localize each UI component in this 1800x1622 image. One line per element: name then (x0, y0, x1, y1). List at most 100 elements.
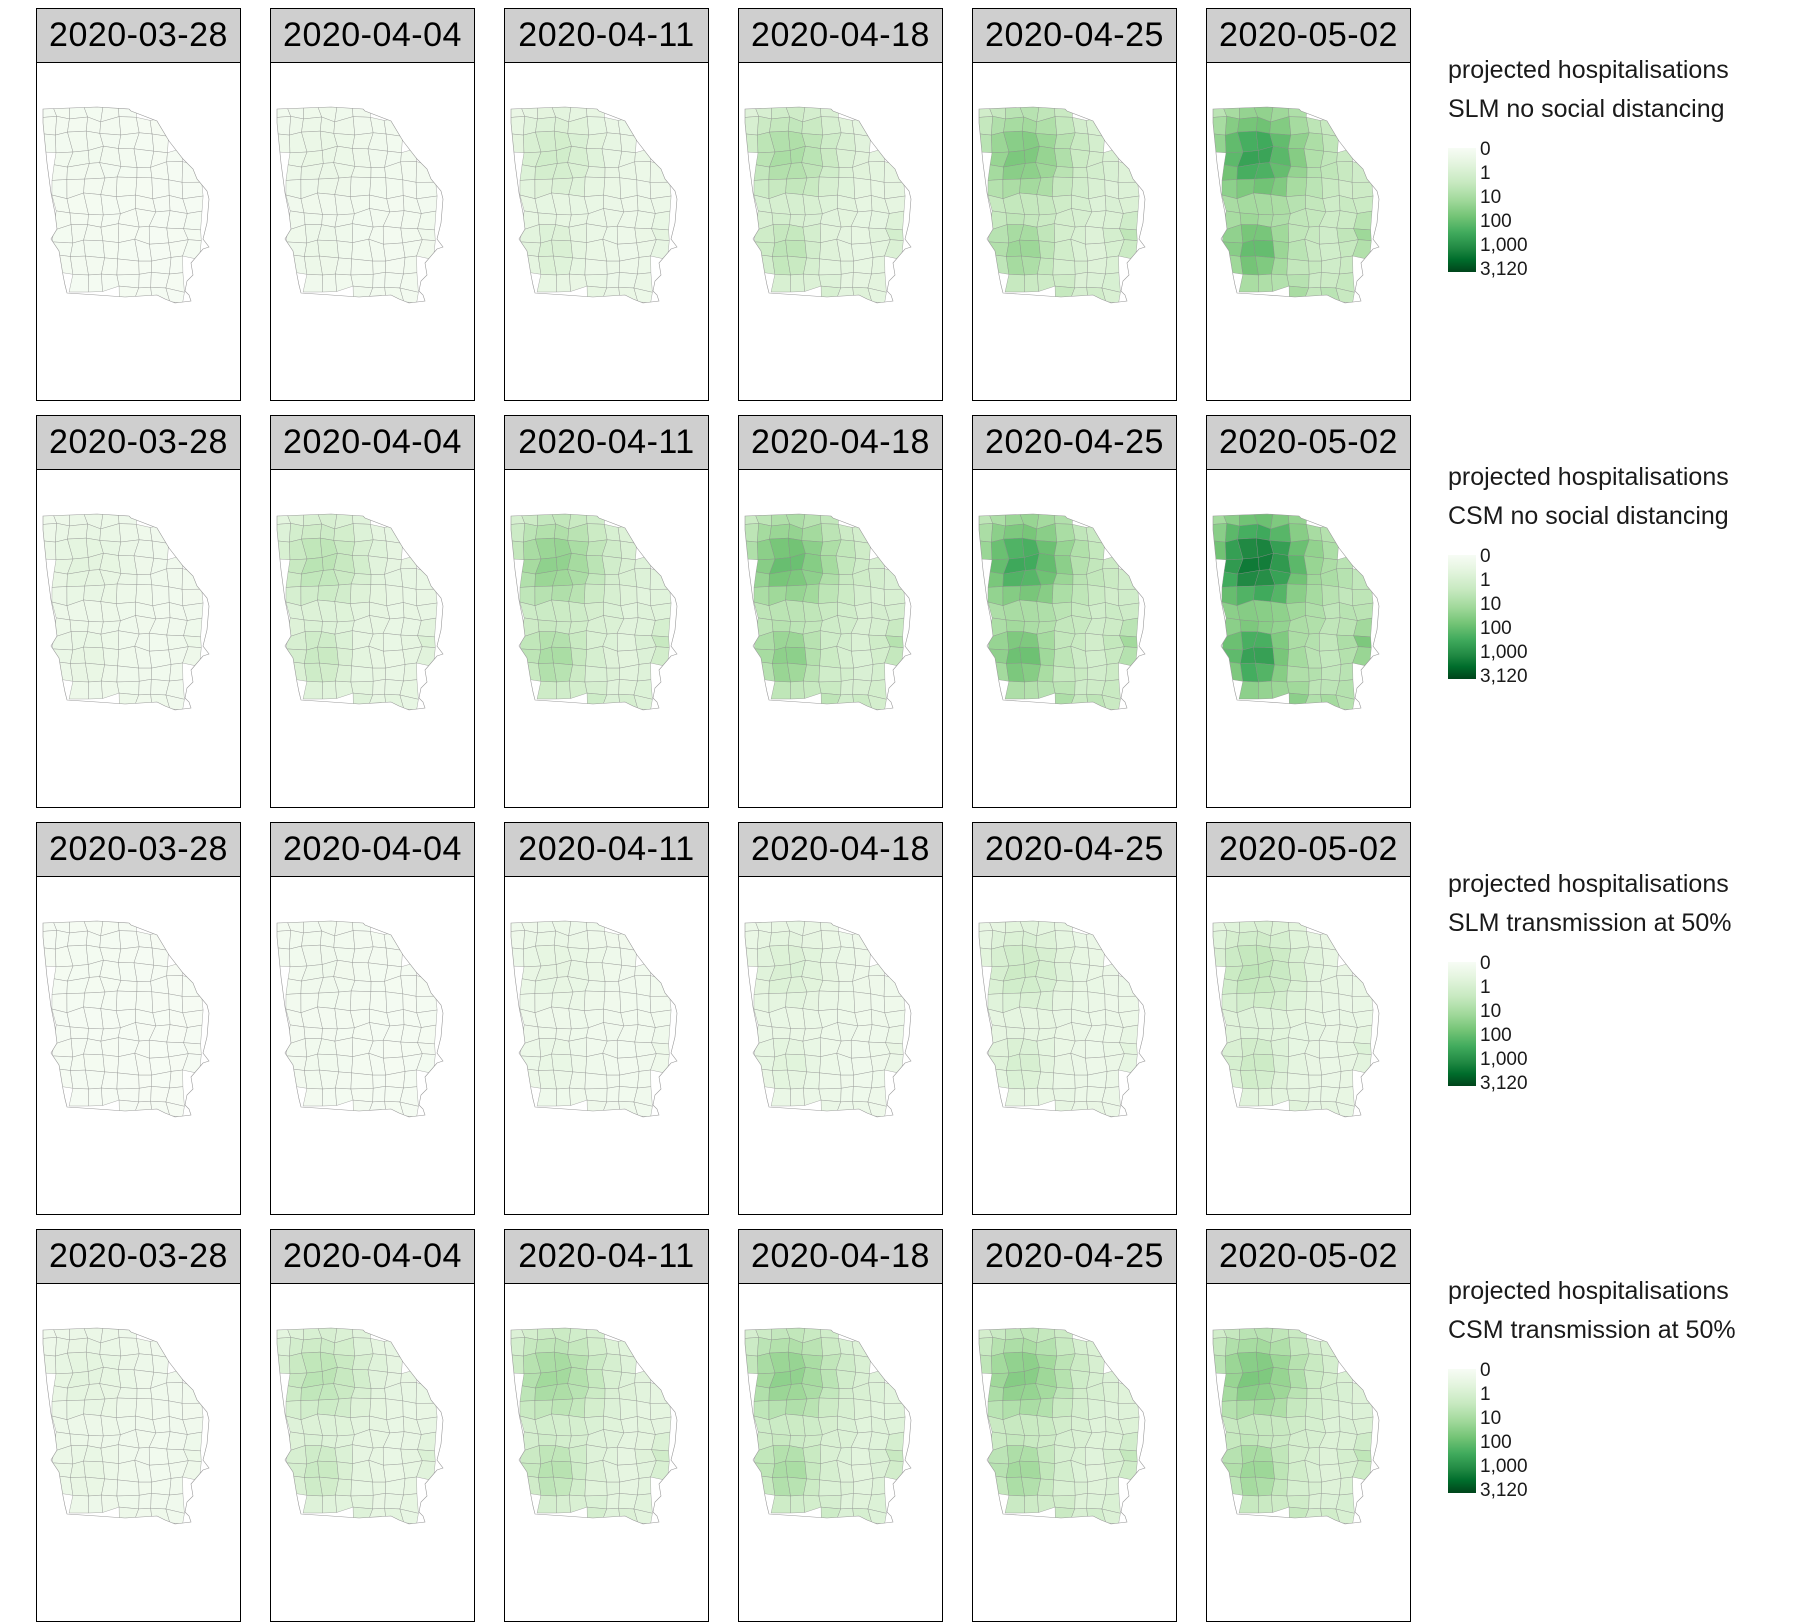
county-region (169, 1476, 184, 1496)
county-region (818, 681, 842, 696)
map-frame (972, 469, 1177, 808)
county-region (151, 133, 169, 153)
county-region (634, 161, 651, 183)
county-region (584, 665, 608, 683)
county-region (1286, 1397, 1308, 1418)
county-region (769, 1337, 790, 1354)
county-region (372, 1481, 386, 1496)
county-region (1085, 1040, 1105, 1059)
county-region (151, 991, 170, 1014)
county-region (43, 107, 57, 119)
county-region (754, 1462, 776, 1478)
county-region (1270, 630, 1289, 650)
county-region (303, 107, 322, 120)
county-region (100, 630, 119, 650)
georgia-choropleth-map (978, 1327, 1146, 1525)
county-region (511, 523, 525, 543)
county-region (317, 1460, 339, 1480)
map-panel: 2020-04-18 (738, 1229, 943, 1622)
legend-title: projected hospitalisations (1448, 463, 1729, 491)
county-region (385, 133, 403, 153)
county-region (43, 133, 57, 153)
county-region (649, 568, 671, 590)
county-region (1321, 947, 1339, 967)
county-region (277, 1328, 291, 1340)
county-region (169, 662, 184, 682)
county-region (1005, 107, 1024, 120)
county-region (604, 167, 620, 178)
county-region (400, 161, 417, 183)
county-region (979, 1337, 993, 1357)
legend-tick-label: 10 (1480, 1001, 1502, 1022)
county-region (606, 272, 620, 289)
county-region (851, 1040, 871, 1059)
georgia-choropleth-map (744, 513, 912, 711)
legend-tick-label: 0 (1480, 953, 1491, 974)
legend-subtitle: SLM transmission at 50% (1448, 909, 1732, 937)
county-region (754, 648, 776, 664)
county-region (535, 116, 556, 133)
county-region (350, 274, 374, 289)
county-region (1101, 1508, 1121, 1524)
county-region (52, 1038, 73, 1058)
county-region (277, 921, 291, 933)
county-region (1085, 633, 1105, 652)
georgia-choropleth-map (42, 106, 210, 304)
county-region (570, 1461, 587, 1481)
county-region (818, 1072, 842, 1090)
county-region (584, 258, 608, 276)
county-region (569, 273, 588, 292)
county-region (1004, 1495, 1025, 1514)
county-region (1037, 1494, 1056, 1513)
county-region (1222, 1445, 1243, 1465)
county-region (584, 980, 606, 992)
county-region (1087, 1398, 1106, 1421)
county-region (586, 523, 608, 543)
county-region (853, 991, 872, 1014)
county-region (51, 978, 68, 995)
state-outline (276, 106, 444, 304)
county-region (619, 584, 638, 607)
county-region (350, 1072, 374, 1090)
county-region (584, 1088, 608, 1103)
county-region (1074, 1481, 1088, 1496)
county-region (1072, 574, 1088, 585)
county-region (1237, 116, 1258, 133)
county-region (1239, 107, 1258, 120)
legend-color-bar (1448, 962, 1476, 1086)
county-region (606, 667, 620, 682)
county-region (520, 648, 542, 664)
county-region (867, 287, 887, 303)
county-region (1222, 241, 1244, 257)
county-region (149, 633, 169, 652)
county-region (1286, 990, 1308, 1011)
state-outline (1212, 920, 1380, 1118)
county-region (400, 1382, 417, 1404)
county-region (520, 241, 542, 257)
county-region (400, 975, 417, 997)
county-region (820, 930, 842, 950)
county-region (754, 631, 775, 651)
county-region (116, 980, 138, 992)
county-region (771, 212, 791, 225)
county-region (753, 571, 770, 588)
map-frame (270, 876, 475, 1215)
county-region (568, 223, 587, 243)
county-region (802, 223, 821, 243)
georgia-choropleth-map (510, 106, 678, 304)
county-region (988, 1445, 1009, 1465)
georgia-choropleth-map (276, 106, 444, 304)
county-region (1054, 930, 1076, 950)
county-region (350, 681, 374, 696)
map-frame (972, 876, 1177, 1215)
georgia-choropleth-map (42, 920, 210, 1118)
county-region (868, 568, 885, 590)
county-region (584, 990, 606, 1011)
county-region (853, 584, 872, 607)
georgia-choropleth-map (1212, 513, 1380, 711)
county-region (370, 1388, 386, 1399)
legend-tick-label: 10 (1480, 187, 1502, 208)
county-region (399, 1508, 419, 1524)
county-region (51, 571, 68, 588)
map-frame (1206, 876, 1411, 1215)
